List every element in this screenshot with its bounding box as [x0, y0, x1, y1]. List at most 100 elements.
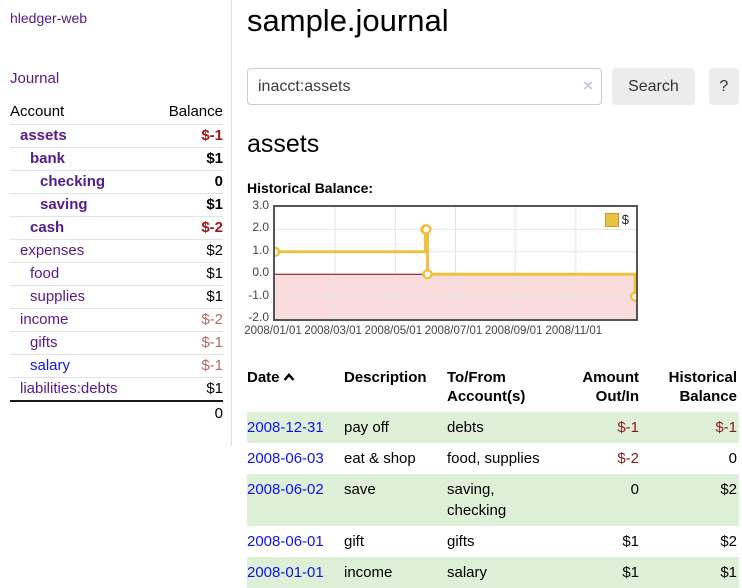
y-axis-tick-label: 1.0	[252, 242, 269, 257]
accounts-total-spacer	[10, 400, 152, 425]
account-balance: $-1	[151, 124, 223, 148]
register-balance: $-1	[715, 418, 737, 436]
account-row: salary $-1	[10, 354, 223, 378]
register-amount: $-1	[617, 418, 639, 436]
main-content: sample.journal × Search ? assets Histori…	[244, 0, 739, 588]
register-header-date-label: Date	[247, 369, 280, 386]
page-title: sample.journal	[247, 3, 449, 38]
account-link-saving[interactable]: saving	[40, 196, 88, 213]
register-header-accounts: To/From Account(s)	[447, 369, 526, 405]
account-balance: $1	[151, 262, 223, 286]
account-balance: $1	[151, 285, 223, 309]
account-row: expenses $2	[10, 239, 223, 263]
register-date-link[interactable]: 2008-06-02	[247, 480, 324, 498]
y-axis-tick-label: 2.0	[252, 220, 269, 235]
account-link-supplies[interactable]: supplies	[30, 288, 86, 305]
x-axis-tick-label: 2008/01/01	[244, 325, 302, 337]
account-row: saving $1	[10, 193, 223, 217]
sidebar-item-journal[interactable]: Journal	[10, 70, 60, 87]
accounts-header-row: Account Balance	[10, 100, 223, 125]
account-link-checking[interactable]: checking	[40, 173, 106, 190]
search-button[interactable]: Search	[612, 68, 695, 105]
accounts-header-account: Account	[10, 103, 65, 120]
help-button[interactable]: ?	[708, 68, 739, 105]
x-axis-tick-label: 2008/09/01	[484, 325, 543, 337]
account-link-food[interactable]: food	[30, 265, 60, 282]
account-link-cash[interactable]: cash	[30, 219, 65, 236]
account-balance: $-1	[151, 331, 223, 355]
account-row: gifts $-1	[10, 331, 223, 355]
account-balance: $-2	[151, 216, 223, 240]
register-row[interactable]: 2008-12-31 pay off debts $-1 $-1	[247, 411, 739, 443]
register-row[interactable]: 2008-06-02 save saving, checking 0 $2	[247, 473, 739, 526]
register-description: pay off	[344, 418, 389, 436]
register-row[interactable]: 2008-06-01 gift gifts $1 $2	[247, 526, 739, 557]
x-axis-tick-label: 2008/03/01	[304, 325, 362, 337]
account-row: income $-2	[10, 308, 223, 332]
account-row: checking 0	[10, 170, 223, 194]
y-axis-tick-label: 3.0	[252, 198, 269, 212]
register-accounts: food, supplies	[447, 449, 540, 467]
register-accounts: salary	[447, 563, 488, 581]
chart-plot-area: $	[273, 205, 638, 321]
register-accounts: gifts	[447, 532, 475, 550]
y-axis-tick-label: -1.0	[248, 287, 269, 302]
accounts-header-balance: Balance	[168, 103, 223, 120]
register-header-row: Date Description To/From Account(s) Amou…	[247, 367, 739, 412]
register-date-link[interactable]: 2008-12-31	[247, 418, 324, 436]
register-accounts: saving, checking	[447, 480, 507, 519]
historical-balance-chart: $ 3.0 2.0 1.0 0.0 -1.0 -2.0 2008/01/01 2008/03/…	[244, 198, 739, 351]
register-description: income	[344, 563, 393, 581]
x-axis-tick-label: 2008/11/01	[545, 325, 603, 337]
register-balance: $2	[720, 480, 737, 498]
account-link-salary[interactable]: salary	[30, 357, 71, 374]
search-input[interactable]	[247, 68, 603, 105]
account-row: cash $-2	[10, 216, 223, 240]
register-header-description: Description	[344, 369, 427, 386]
sidebar: hledger-web Journal Account Balance asse…	[0, 0, 232, 446]
register-table: Date Description To/From Account(s) Amou…	[247, 367, 739, 588]
register-row[interactable]: 2008-01-01 income salary $1 $1	[247, 556, 739, 588]
register-header-amount: Amount Out/In	[582, 369, 639, 405]
register-date-link[interactable]: 2008-06-03	[247, 449, 324, 467]
register-amount: $-2	[617, 449, 639, 467]
register-amount: $1	[622, 563, 639, 581]
register-accounts: debts	[447, 418, 484, 436]
account-row: bank $1	[10, 147, 223, 171]
search-input-wrap: ×	[247, 68, 603, 105]
account-row: supplies $1	[10, 285, 223, 309]
register-header-balance: Historical Balance	[668, 369, 737, 405]
x-axis-tick-label: 2008/07/01	[424, 325, 483, 337]
account-balance: $-1	[151, 354, 223, 378]
clear-search-icon[interactable]: ×	[583, 76, 594, 95]
legend-label: $	[621, 212, 629, 227]
legend-swatch-icon	[604, 212, 619, 227]
y-axis-tick-label: 0.0	[252, 265, 269, 280]
register-balance: $2	[720, 532, 737, 550]
account-balance: $-2	[151, 308, 223, 332]
accounts-table: Account Balance assets $-1 bank $1 checking 0…	[10, 100, 223, 425]
account-link-gifts[interactable]: gifts	[30, 334, 58, 351]
accounts-total-value: 0	[151, 400, 223, 425]
account-link-liabilities-debts[interactable]: liabilities:debts	[20, 380, 118, 397]
account-balance: $2	[151, 239, 223, 263]
register-description: eat & shop	[344, 449, 416, 467]
chart-title: Historical Balance:	[247, 180, 374, 196]
account-link-income[interactable]: income	[20, 311, 69, 328]
register-header-date[interactable]: Date	[247, 367, 344, 412]
account-balance: $1	[151, 147, 223, 171]
register-balance: $1	[720, 563, 737, 581]
register-date-link[interactable]: 2008-01-01	[247, 563, 324, 581]
search-form: × Search ?	[247, 68, 739, 105]
y-axis-tick-label: -2.0	[248, 310, 269, 324]
register-row[interactable]: 2008-06-03 eat & shop food, supplies $-2 0	[247, 443, 739, 474]
x-axis-tick-label: 2008/05/01	[364, 325, 423, 337]
account-link-expenses[interactable]: expenses	[20, 242, 85, 259]
app-title-link[interactable]: hledger-web	[10, 10, 88, 26]
account-link-bank[interactable]: bank	[30, 150, 66, 167]
account-link-assets[interactable]: assets	[20, 127, 67, 144]
account-balance: 0	[151, 170, 223, 194]
account-balance: $1	[151, 377, 223, 401]
account-row: assets $-1	[10, 124, 223, 148]
register-date-link[interactable]: 2008-06-01	[247, 532, 324, 550]
